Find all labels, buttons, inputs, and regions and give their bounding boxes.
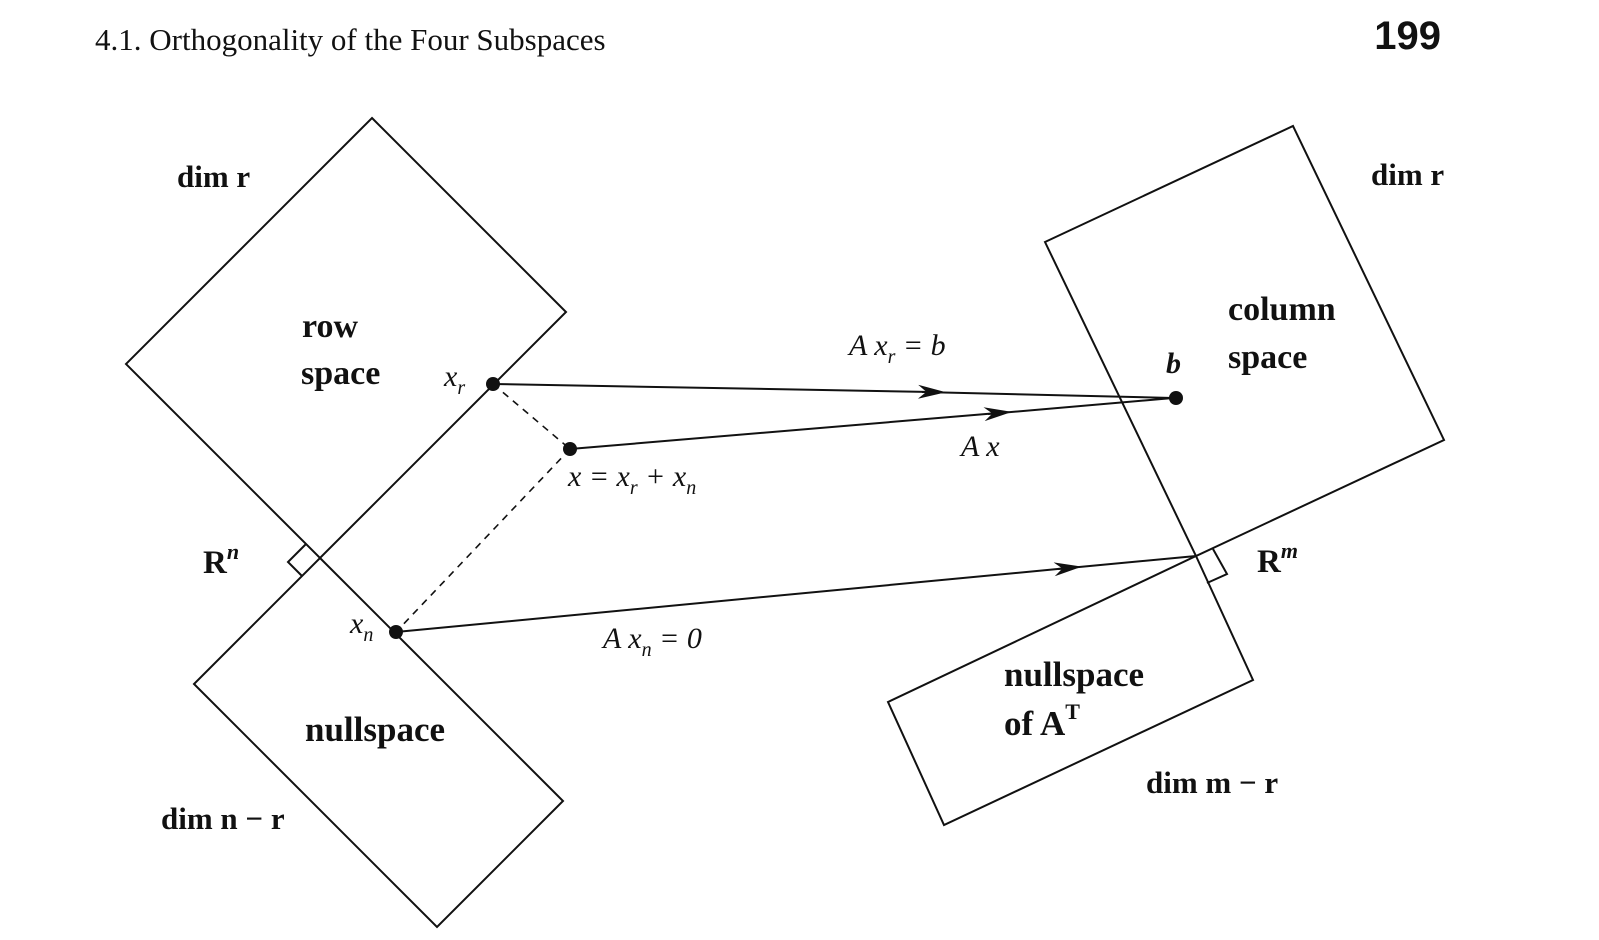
xr-label: xr	[443, 360, 465, 399]
b-label: b	[1166, 347, 1181, 380]
rn-label: Rn	[203, 539, 239, 581]
arrow-ax-second-half	[987, 397, 1174, 415]
section-header: 4.1. Orthogonality of the Four Subspaces	[95, 22, 606, 57]
right-right-angle-marker	[1206, 548, 1229, 584]
dim-column-space-label: dim r	[1371, 157, 1444, 192]
left-nullspace-label-line1: nullspace	[1004, 655, 1144, 694]
arrow-axr-first-half	[492, 383, 946, 399]
left-nullspace-region	[886, 554, 1255, 827]
arrow-axr-second-half	[921, 391, 1174, 399]
arrow-axn-first-half	[395, 562, 1082, 633]
dashed-x-to-xn	[395, 448, 571, 633]
axn-equals-zero-label: A xn = 0	[601, 622, 702, 661]
dim-row-space-label: dim r	[177, 159, 250, 194]
point-xn	[389, 625, 403, 639]
point-b	[1169, 391, 1183, 405]
axr-equals-b-label: A xr = b	[847, 329, 946, 368]
arrow-ax-first-half	[569, 407, 1012, 450]
column-space-region	[1043, 124, 1446, 558]
dim-left-nullspace-label: dim m − r	[1146, 765, 1278, 800]
xn-label: xn	[349, 607, 373, 646]
column-space-label-line1: column	[1228, 291, 1336, 328]
row-space-label-line2: space	[301, 355, 380, 392]
page-number: 199	[1374, 14, 1441, 58]
row-space-label-line1: row	[302, 308, 358, 345]
arrow-axn-second-half	[1057, 555, 1197, 570]
column-space-label-line2: space	[1228, 339, 1307, 376]
x-decomposition-label: x = xr + xn	[567, 460, 696, 499]
point-x	[563, 442, 577, 456]
nullspace-region	[192, 556, 565, 929]
point-xr	[486, 377, 500, 391]
left-right-angle-marker	[286, 543, 307, 577]
nullspace-label: nullspace	[305, 710, 445, 749]
left-nullspace-label-line2: of AT	[1004, 699, 1080, 743]
dashed-xr-to-x	[492, 383, 571, 450]
rm-label: Rm	[1257, 538, 1298, 580]
ax-label: A x	[959, 430, 1000, 463]
dim-nullspace-label: dim n − r	[161, 801, 285, 836]
